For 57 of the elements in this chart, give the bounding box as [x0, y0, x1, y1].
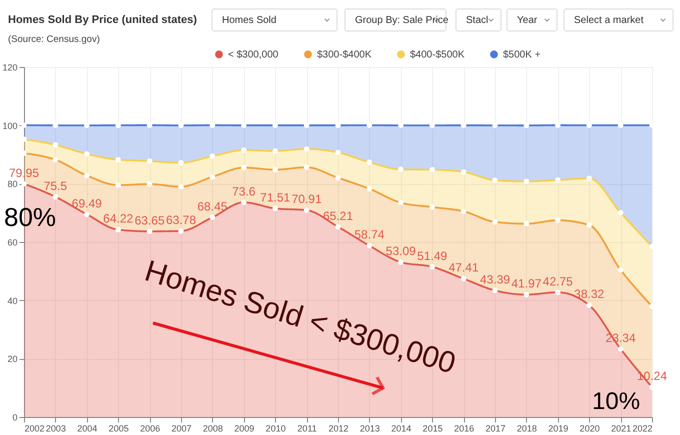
data-label: 53.09	[386, 244, 416, 258]
x-tick-label: 2020	[580, 424, 600, 434]
x-tick-label: 2017	[485, 424, 506, 434]
y-tick-label: 0	[12, 412, 18, 422]
x-tick-label: 2007	[171, 424, 192, 434]
x-tick-label: 2005	[108, 424, 129, 434]
data-label: 58.74	[354, 228, 385, 242]
chart-title: Homes Sold By Price (united states)	[8, 14, 198, 26]
data-label: 71.51	[260, 190, 291, 204]
x-tick-label: 2016	[454, 424, 474, 434]
text: Select a market	[574, 15, 644, 26]
text: Homes Sold	[222, 15, 276, 26]
text: Year	[517, 15, 538, 26]
x-tick-label: 2010	[266, 424, 286, 434]
x-tick-label: 2004	[77, 424, 98, 434]
legend-label: $500K +	[503, 49, 541, 60]
x-tick-label: 2012	[328, 424, 349, 434]
y-tick-label: 120	[2, 62, 18, 72]
annotation: 10%	[592, 388, 640, 415]
y-tick-label: 80	[7, 179, 18, 190]
data-label: 42.75	[542, 274, 574, 288]
legend-label: < $300,000	[228, 49, 279, 60]
y-tick-label: 20	[7, 354, 18, 364]
x-tick-label: 2015	[422, 424, 443, 434]
x-tick-label: 2019	[548, 424, 568, 434]
data-label: 68.45	[197, 199, 228, 214]
x-tick-label: 2002	[24, 424, 45, 434]
x-tick-label: 2008	[202, 424, 223, 434]
legend-label: $300-$400K	[317, 49, 372, 60]
x-tick-label: 2003	[46, 424, 66, 434]
x-tick-label: 2022	[632, 424, 652, 434]
data-label: 51.49	[417, 248, 448, 263]
data-label: 73.6	[232, 184, 256, 198]
x-tick-label: 2011	[297, 424, 317, 434]
data-label: 64.22	[103, 212, 134, 226]
y-tick-label: 60	[7, 238, 18, 248]
chart-subtitle: (Source: Census.gov)	[8, 34, 100, 45]
data-label: 69.49	[72, 196, 102, 210]
x-tick-label: 2018	[516, 424, 537, 434]
x-tick-label: 2009	[234, 424, 254, 434]
data-label: 75.5	[44, 178, 68, 193]
annotation: 80%	[4, 202, 56, 232]
legend-label: $400-$500K	[410, 49, 465, 60]
text: Stacl	[466, 15, 488, 26]
data-label: 63.78	[166, 212, 196, 227]
data-label: 70.91	[292, 192, 322, 206]
text: Group By: Sale Price	[355, 15, 449, 26]
x-tick-label: 2014	[391, 424, 412, 434]
data-label: 63.65	[134, 213, 165, 228]
y-tick-label: 100	[2, 120, 18, 131]
data-label: 47.41	[448, 260, 479, 275]
y-tick-label: 40	[7, 296, 18, 306]
x-tick-label: 2021	[611, 424, 632, 434]
data-label: 43.39	[480, 272, 510, 286]
data-label: 41.97	[511, 276, 542, 291]
x-tick-label: 2013	[360, 424, 380, 434]
x-tick-label: 2006	[140, 424, 160, 434]
